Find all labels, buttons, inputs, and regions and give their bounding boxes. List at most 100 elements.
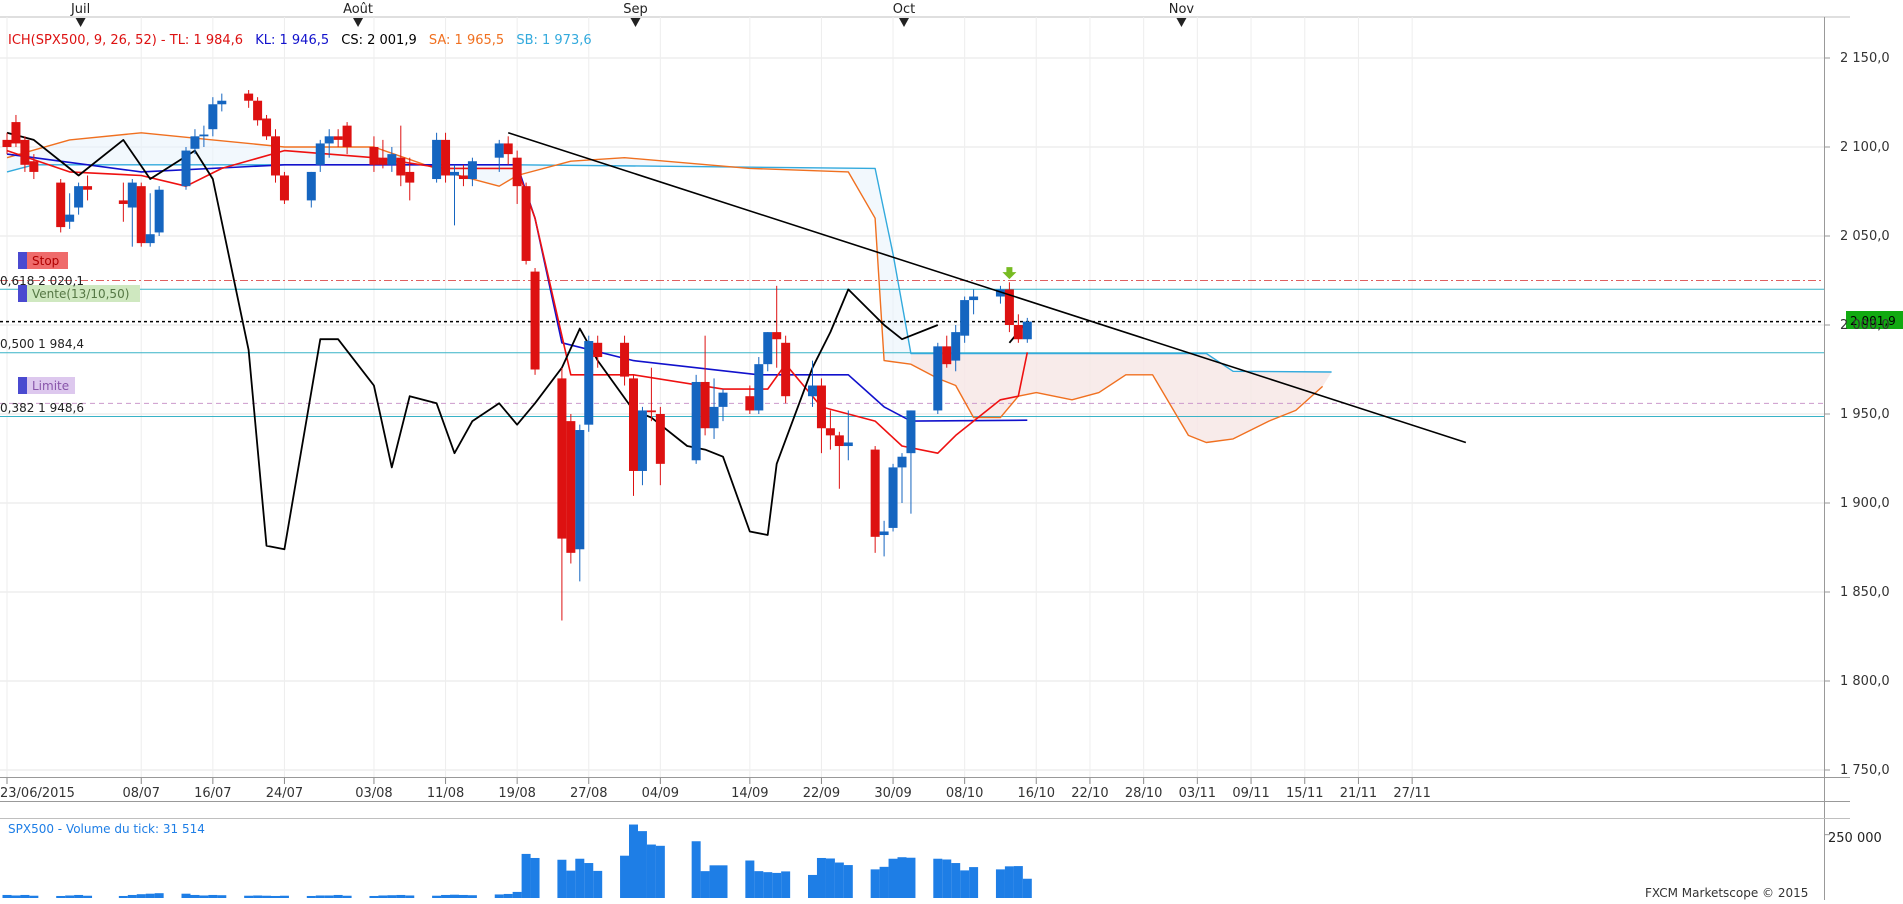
volume-bar — [333, 894, 343, 898]
volume-bar — [494, 894, 504, 898]
volume-bar — [324, 895, 334, 898]
candle-body — [620, 342, 630, 377]
candle-body — [530, 271, 540, 370]
candle-body — [933, 346, 943, 411]
volume-bar — [145, 893, 155, 898]
trendline[interactable] — [507, 131, 1467, 444]
volume-bar — [467, 895, 477, 898]
volume-bar — [879, 866, 889, 898]
date-tick-label: 15/11 — [1286, 786, 1323, 801]
volume-bar — [306, 895, 316, 898]
candle-body — [118, 200, 128, 204]
limite-marker-handle[interactable] — [18, 377, 27, 394]
volume-bar — [593, 870, 603, 898]
price-tick-label: 2 100,0 — [1840, 140, 1890, 155]
volume-bar — [995, 869, 1005, 898]
volume-bar — [637, 831, 647, 898]
candle-body — [262, 118, 272, 137]
candle-body — [65, 214, 75, 222]
volume-bar — [772, 872, 782, 898]
volume-bar — [315, 895, 325, 898]
volume-bar — [342, 895, 352, 898]
volume-bar — [825, 858, 835, 898]
month-label: Oct — [893, 2, 915, 17]
candle-body — [906, 410, 916, 454]
candle-body — [772, 332, 782, 340]
price-tick-label: 2 050,0 — [1840, 229, 1890, 244]
vente-marker-label: Vente(13/10,50) — [32, 287, 129, 301]
volume-bar — [700, 871, 710, 898]
candle-body — [718, 392, 728, 407]
volume-bar — [136, 894, 146, 898]
candle-body — [145, 234, 155, 244]
volume-bar — [74, 894, 84, 898]
limite-marker-label: Limite — [32, 379, 69, 393]
volume-bar — [960, 870, 970, 898]
legend-sa: SA: 1 965,5 — [429, 33, 504, 48]
candle-body — [405, 171, 415, 183]
stop-marker-handle[interactable] — [18, 252, 27, 269]
candle-body — [960, 300, 970, 336]
candle-body — [879, 531, 889, 536]
volume-bar — [56, 895, 66, 898]
date-tick-label: 23/06/2015 — [0, 786, 75, 801]
candle-body — [441, 139, 451, 176]
price-tick-label: 1 850,0 — [1840, 585, 1890, 600]
candle-body — [271, 136, 280, 176]
volume-bar — [217, 895, 227, 898]
kumo-cloud — [7, 132, 1332, 443]
volume-bar — [199, 895, 209, 898]
month-marker-arrow — [630, 18, 641, 27]
candle-body — [458, 175, 468, 180]
chikou-span-line — [6, 131, 939, 551]
date-tick-label: 09/11 — [1232, 786, 1269, 801]
candle-body — [1004, 289, 1014, 325]
candle-body — [942, 346, 952, 365]
candle-body — [83, 186, 93, 190]
kumo-fill-bearish — [910, 353, 1332, 443]
volume-tick-label: 250 000 — [1828, 831, 1882, 846]
volume-bar — [118, 895, 128, 898]
candle-body — [199, 134, 209, 137]
vente-marker-box[interactable] — [18, 285, 140, 302]
date-tick-label: 04/09 — [642, 786, 679, 801]
candle-body — [315, 143, 325, 165]
candle-body — [208, 104, 218, 130]
candle-body — [217, 100, 227, 105]
volume-bar — [575, 858, 585, 898]
volume-bar — [503, 893, 513, 898]
candle-body — [969, 296, 979, 301]
volume-bar — [655, 845, 665, 898]
stop-marker-label: Stop — [32, 254, 59, 268]
month-marker-arrow — [75, 18, 86, 27]
date-tick-label: 24/07 — [266, 786, 303, 801]
trendline-group — [507, 131, 1467, 444]
stop-marker-box[interactable] — [18, 252, 68, 269]
volume-bar — [951, 863, 961, 898]
candle-body — [387, 154, 397, 165]
volume-bar — [181, 893, 191, 898]
legend-sb: SB: 1 973,6 — [516, 33, 591, 48]
volume-bar — [208, 894, 218, 898]
candle-body — [745, 396, 755, 411]
volume-bar — [20, 894, 30, 898]
volume-bar — [244, 895, 254, 898]
volume-bar — [906, 857, 916, 898]
volume-bar — [1022, 878, 1032, 898]
volume-bar — [709, 865, 719, 898]
candle-body — [709, 406, 719, 429]
date-tick-label: 22/10 — [1071, 786, 1108, 801]
volume-bar — [521, 853, 531, 898]
date-tick-label: 14/09 — [731, 786, 768, 801]
vente-marker-handle[interactable] — [18, 285, 27, 302]
fib-0500-label: 0,500 1 984,4 — [0, 337, 84, 351]
candle-body — [396, 157, 406, 176]
indicator-legend: ICH(SPX500, 9, 26, 52) - TL: 1 984,6 KL:… — [8, 33, 592, 48]
date-tick-label: 19/08 — [498, 786, 535, 801]
candle-body — [825, 428, 835, 436]
candle-body — [593, 342, 603, 358]
volume-bar — [432, 895, 442, 898]
volume-bars — [2, 824, 1830, 898]
limite-marker-box[interactable] — [18, 377, 75, 394]
